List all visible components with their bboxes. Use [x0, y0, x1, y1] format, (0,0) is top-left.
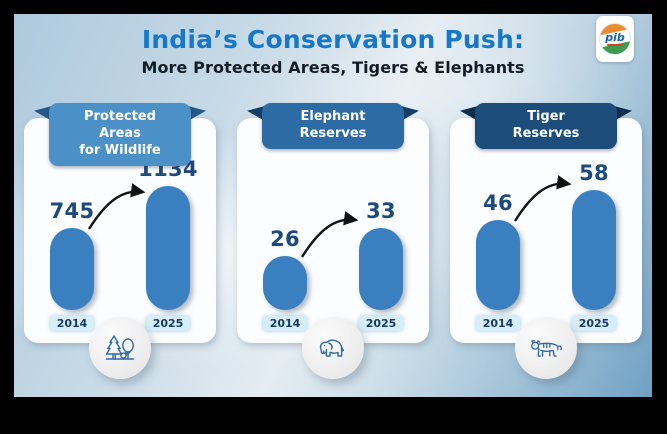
bar-group-2014: 26 2014 [251, 227, 319, 331]
ribbon-line1: Protected Areas [84, 109, 156, 141]
bar-group-2025: 33 2025 [347, 199, 415, 331]
panel-icon-circle [302, 317, 364, 379]
year-label-2025: 2025 [145, 316, 191, 331]
year-label-2014: 2014 [262, 316, 308, 331]
panel-title-ribbon: Protected Areas for Wildlife [49, 103, 191, 166]
bar-2025 [359, 228, 403, 310]
bar-2014 [263, 256, 307, 310]
data-label-2014: 745 [49, 199, 95, 223]
pib-logo: pib [596, 16, 634, 62]
year-label-2025: 2025 [358, 316, 404, 331]
pib-logo-text: pib [605, 31, 625, 44]
bar-2025 [572, 190, 616, 310]
ribbon-line2: Reserves [299, 125, 367, 141]
panel-icon-circle [515, 317, 577, 379]
trees-icon [105, 335, 135, 360]
growth-arrow-icon [87, 183, 146, 230]
growth-arrow-icon [300, 211, 359, 258]
bar-group-2014: 745 2014 [38, 199, 106, 331]
tiger-icon [531, 340, 562, 357]
panels-row: Protected Areas for Wildlife 745 2014 11… [24, 103, 642, 379]
data-label-2014: 26 [270, 227, 300, 251]
bar-2025 [146, 186, 190, 310]
bar-group-2014: 46 2014 [464, 191, 532, 331]
panel-protected-areas: Protected Areas for Wildlife 745 2014 11… [24, 103, 216, 379]
page-subtitle: More Protected Areas, Tigers & Elephants [141, 57, 525, 77]
panel-title-ribbon: Elephant Reserves [262, 103, 404, 149]
year-label-2014: 2014 [49, 316, 95, 331]
ribbon-line2: Reserves [512, 125, 580, 141]
data-label-2025: 33 [366, 199, 396, 223]
pib-emblem-icon: pib [599, 23, 631, 55]
elephant-icon [319, 339, 345, 357]
year-label-2025: 2025 [571, 316, 617, 331]
ribbon-line1: Tiger [527, 109, 565, 124]
infographic-canvas: India’s Conservation Push: More Protecte… [14, 14, 652, 397]
panel-tiger-reserves: Tiger Reserves 46 2014 58 2025 [450, 103, 642, 379]
year-label-2014: 2014 [475, 316, 521, 331]
panel-elephant-reserves: Elephant Reserves 26 2014 33 2025 [237, 103, 429, 379]
data-label-2025: 58 [579, 161, 609, 185]
panel-icon-circle [89, 317, 151, 379]
page-title: India’s Conservation Push: [141, 25, 525, 54]
pib-logo-underline [607, 44, 623, 46]
ribbon-line2: for Wildlife [79, 142, 161, 158]
bar-2014 [50, 228, 94, 310]
data-label-2014: 46 [483, 191, 513, 215]
growth-arrow-icon [513, 175, 572, 222]
ribbon-line1: Elephant [300, 109, 366, 124]
bar-group-2025: 58 2025 [560, 161, 628, 331]
panel-title-ribbon: Tiger Reserves [475, 103, 617, 149]
header: India’s Conservation Push: More Protecte… [14, 14, 652, 77]
bar-2014 [476, 220, 520, 310]
